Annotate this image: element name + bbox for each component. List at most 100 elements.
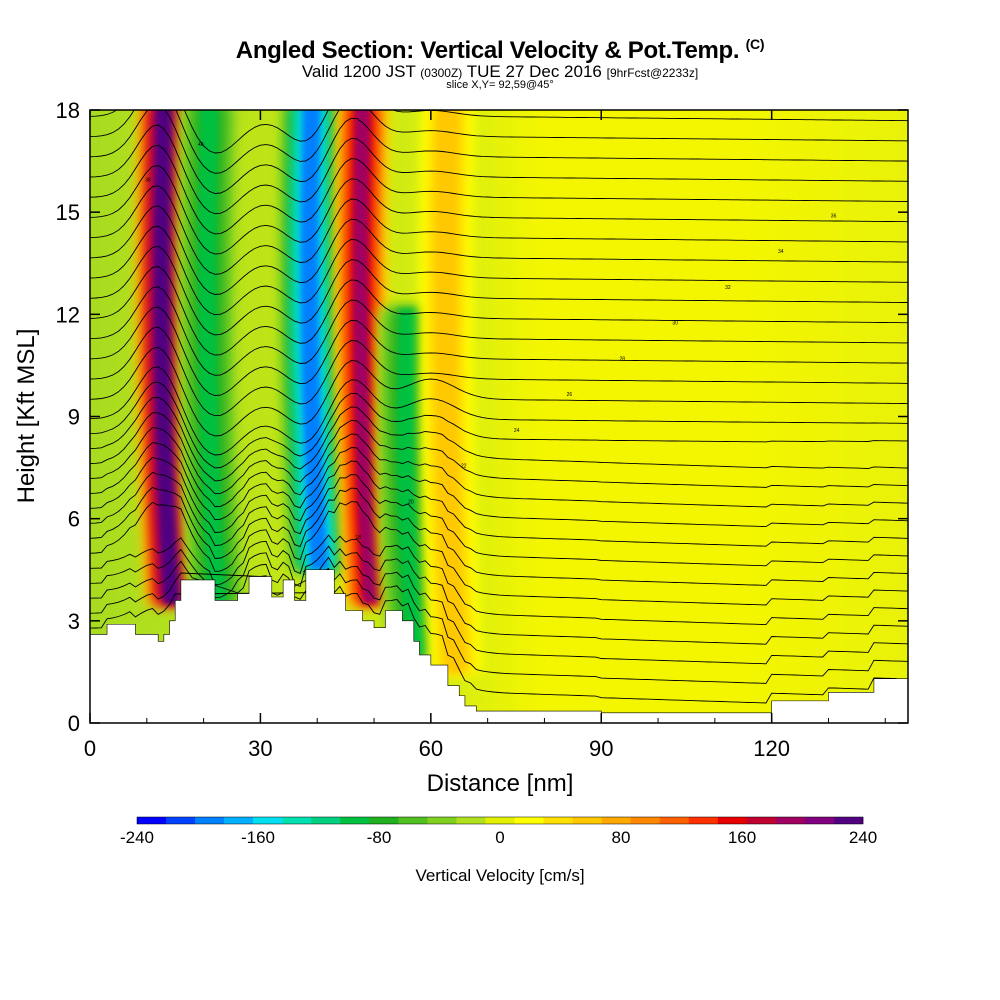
y-tick-label: 9 — [68, 405, 80, 430]
terrain — [90, 569, 908, 723]
chart-title-text: Angled Section: Vertical Velocity & Pot.… — [235, 37, 740, 64]
theta-contour — [90, 366, 908, 456]
colorbar-swatch — [775, 817, 806, 824]
colorbar-swatch — [398, 817, 428, 824]
contour-label: 40 — [198, 142, 204, 148]
y-tick-label: 3 — [68, 609, 80, 634]
colorbar-swatch — [688, 817, 719, 824]
contour-label: 26 — [567, 392, 573, 398]
colorbar-frame — [136, 816, 864, 825]
x-tick-label: 120 — [753, 736, 790, 761]
slice-info: slice X,Y= 92,59@45° — [446, 79, 554, 91]
x-tick-label: 0 — [84, 736, 96, 761]
colorbar-swatch — [195, 817, 225, 824]
velocity-band-layer — [154, 110, 180, 604]
colorbar: -240 -160 -80 0 80 160 240 — [120, 816, 877, 847]
y-tick-label: 15 — [56, 200, 80, 225]
theta-contour — [90, 486, 908, 586]
theta-contour — [90, 545, 908, 645]
forecast-info: [9hrFcst@2233z] — [606, 66, 699, 80]
colorbar-swatch — [282, 817, 312, 824]
theta-contour — [90, 457, 908, 547]
theta-contour — [90, 567, 908, 684]
theta-contour — [90, 110, 908, 174]
velocity-band-layer — [438, 110, 464, 672]
theta-contour — [90, 346, 908, 437]
colorbar-swatch — [833, 817, 864, 824]
theta-contour — [90, 556, 908, 665]
y-tick-label: 0 — [68, 711, 80, 736]
colorbar-swatch — [717, 817, 748, 824]
contour-label: 32 — [725, 285, 731, 291]
colorbar-swatch — [456, 817, 486, 824]
colorbar-swatch — [630, 817, 661, 824]
colorbar-swatch — [427, 817, 457, 824]
contour-label: 24 — [514, 428, 520, 434]
velocity-band-layer — [300, 110, 329, 570]
theta-contour — [90, 110, 908, 194]
contour-label: 16 — [303, 571, 309, 577]
colorbar-tick-label: -240 — [120, 828, 154, 847]
theta-contour — [90, 412, 908, 495]
colorbar-tick-label: 240 — [849, 828, 877, 847]
valid-date: TUE 27 Dec 2016 — [466, 62, 602, 81]
colorbar-swatch — [543, 817, 573, 824]
chart-title-units: (C) — [745, 36, 765, 52]
colorbar-tick-label: 160 — [728, 828, 756, 847]
colorbar-swatch — [340, 817, 370, 824]
contour-label: 34 — [778, 249, 784, 255]
colorbar-tick-label: -80 — [367, 828, 392, 847]
x-tick-label: 30 — [248, 736, 272, 761]
colorbar-label: Vertical Velocity [cm/s] — [415, 866, 584, 885]
theta-contour — [90, 501, 908, 606]
theta-contour — [90, 205, 908, 295]
chart-title: Angled Section: Vertical Velocity & Pot.… — [0, 36, 1000, 65]
colorbar-swatch — [369, 817, 399, 824]
colorbar-swatch — [485, 817, 515, 824]
valid-prefix: Valid 1200 JST — [301, 62, 416, 81]
colorbar-swatch — [746, 817, 777, 824]
colorbar-swatch — [253, 817, 283, 824]
theta-contour — [90, 397, 908, 482]
colorbar-tick-label: 0 — [495, 828, 504, 847]
theta-contour — [90, 471, 908, 567]
theta-contour — [90, 245, 908, 336]
contour-label: 28 — [619, 356, 625, 362]
colorbar-tick-label: 80 — [612, 828, 631, 847]
theta-contour — [90, 585, 897, 704]
valid-utc: (0300Z) — [420, 66, 463, 80]
contour-label: 38 — [145, 178, 151, 184]
theta-contour — [90, 534, 908, 626]
velocity-band-layer — [397, 309, 426, 655]
colorbar-swatch — [224, 817, 254, 824]
contour-label: 36 — [831, 213, 837, 219]
contour-label: 20 — [408, 499, 414, 505]
y-tick-label: 18 — [56, 98, 80, 123]
colorbar-swatch — [601, 817, 631, 824]
contour-label: 22 — [461, 464, 467, 470]
colorbar-swatch — [804, 817, 835, 824]
x-tick-label: 60 — [419, 736, 443, 761]
valid-time-line: Valid 1200 JST (0300Z) TUE 27 Dec 2016 [… — [0, 62, 1000, 82]
theta-contour — [90, 225, 908, 316]
x-tick-label: 90 — [589, 736, 613, 761]
colorbar-swatch — [311, 817, 341, 824]
velocity-band-updraft — [420, 110, 482, 672]
y-tick-label: 12 — [56, 302, 80, 327]
axes: 0 30 60 90 120 0 36 9 12 15 18 — [56, 98, 908, 761]
colorbar-swatch — [659, 817, 690, 824]
theta-contour — [90, 427, 908, 508]
x-axis-label: Distance [nm] — [427, 770, 574, 797]
theta-contour — [90, 326, 908, 417]
theta-contour — [90, 165, 908, 255]
theta-contour — [90, 266, 908, 356]
contour-label: 30 — [672, 321, 678, 327]
colorbar-tick-label: -160 — [241, 828, 275, 847]
contour-label: 18 — [355, 535, 361, 541]
colorbar-swatch — [137, 817, 167, 824]
theta-contour — [90, 306, 908, 396]
vertical-velocity-field — [136, 110, 482, 672]
theta-contour — [90, 286, 908, 376]
colorbar-swatch — [514, 817, 544, 824]
